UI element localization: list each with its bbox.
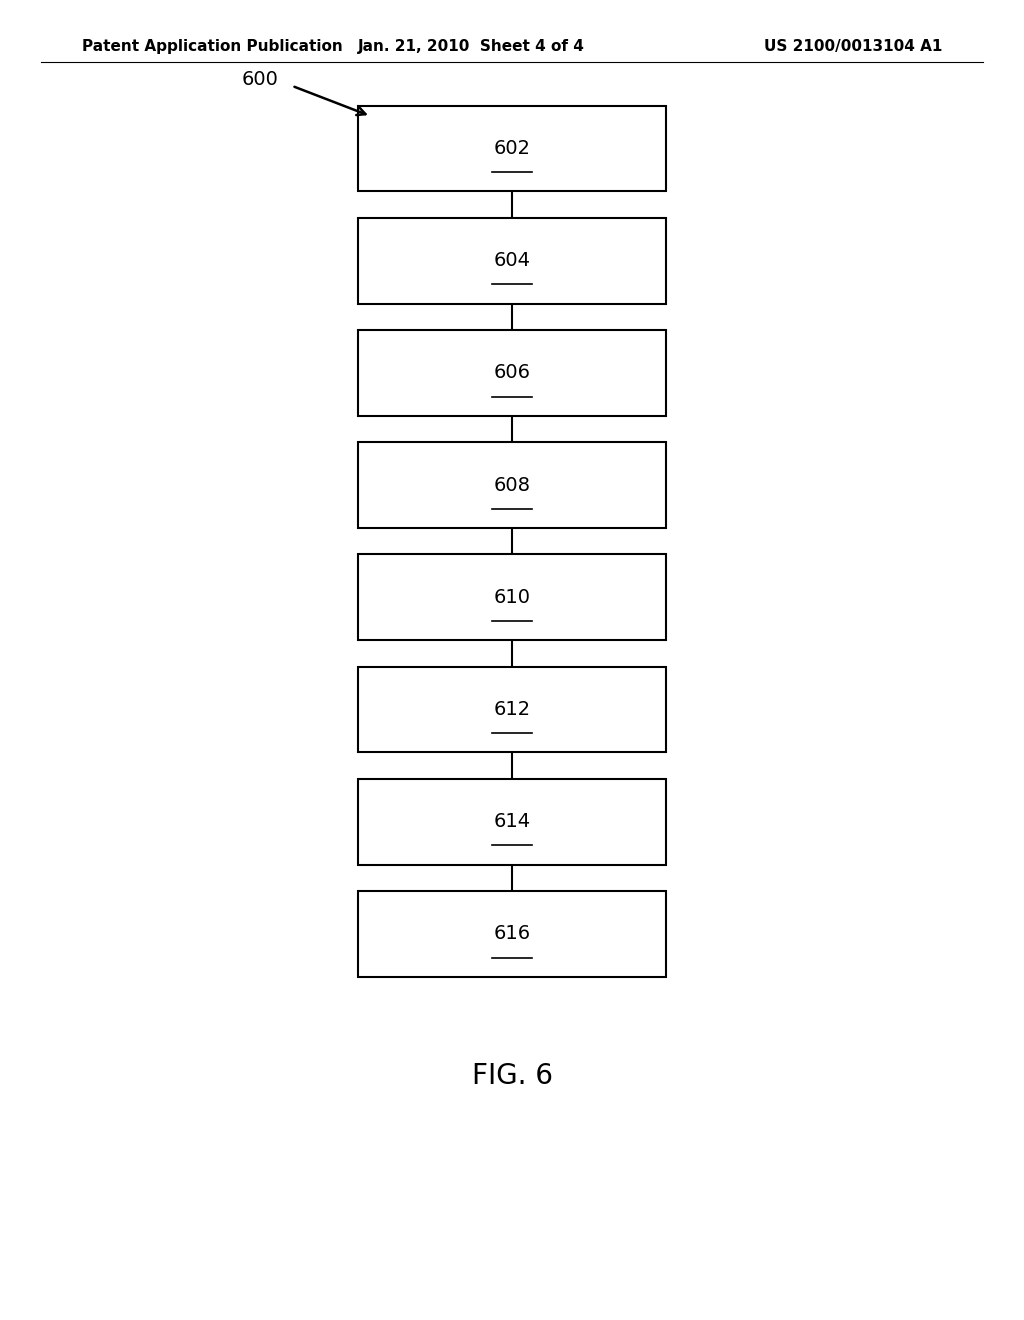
Text: 608: 608 xyxy=(494,475,530,495)
Bar xyxy=(358,667,666,752)
Text: 600: 600 xyxy=(242,70,279,88)
Text: Patent Application Publication: Patent Application Publication xyxy=(82,38,343,54)
Text: Jan. 21, 2010  Sheet 4 of 4: Jan. 21, 2010 Sheet 4 of 4 xyxy=(357,38,585,54)
Bar xyxy=(358,554,666,640)
Bar xyxy=(358,218,666,304)
Text: 606: 606 xyxy=(494,363,530,383)
Text: 614: 614 xyxy=(494,812,530,832)
Text: 602: 602 xyxy=(494,139,530,158)
Text: 610: 610 xyxy=(494,587,530,607)
Bar xyxy=(358,779,666,865)
Bar xyxy=(358,106,666,191)
Text: FIG. 6: FIG. 6 xyxy=(471,1061,553,1090)
Text: 612: 612 xyxy=(494,700,530,719)
Text: US 2100/0013104 A1: US 2100/0013104 A1 xyxy=(764,38,942,54)
Bar xyxy=(358,442,666,528)
Bar xyxy=(358,891,666,977)
Text: 616: 616 xyxy=(494,924,530,944)
Text: 604: 604 xyxy=(494,251,530,271)
Bar xyxy=(358,330,666,416)
